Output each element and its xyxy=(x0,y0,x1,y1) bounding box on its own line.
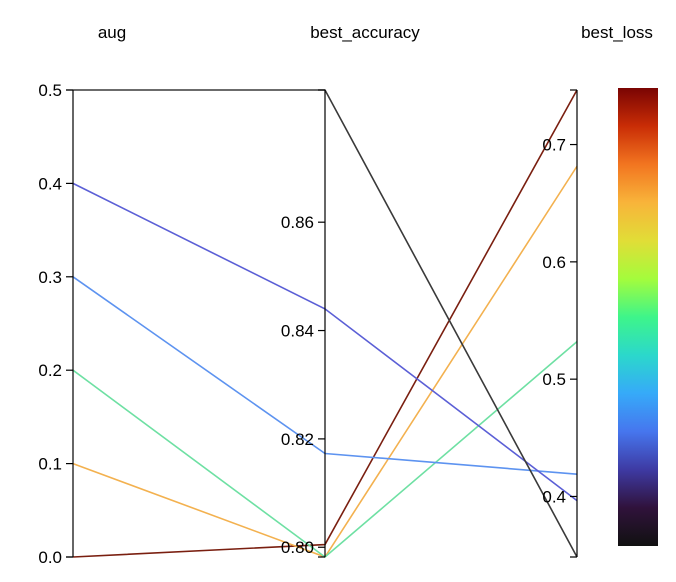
titles-layer: aug best_accuracy best_loss xyxy=(98,23,653,42)
tick-label-best_loss-1: 0.5 xyxy=(542,370,566,389)
tick-label-aug-2: 0.2 xyxy=(38,361,62,380)
tick-label-best_accuracy-2: 0.84 xyxy=(281,322,314,341)
tick-label-best_accuracy-0: 0.80 xyxy=(281,538,314,557)
axis-title-best_loss: best_loss xyxy=(581,23,653,42)
colorbar xyxy=(618,88,658,546)
tick-label-aug-5: 0.5 xyxy=(38,81,62,100)
axes-layer: 0.0 0.1 0.2 0.3 0.4 0.5 0.80 0.82 0.84 0.86 0.4 0.5… xyxy=(38,81,578,567)
tick-label-best_accuracy-1: 0.82 xyxy=(281,430,314,449)
tick-label-best_accuracy-3: 0.86 xyxy=(281,213,314,232)
axis-title-aug: aug xyxy=(98,23,126,42)
axis-title-best_accuracy: best_accuracy xyxy=(310,23,420,42)
tick-label-best_loss-3: 0.7 xyxy=(542,136,566,155)
tick-label-best_loss-0: 0.4 xyxy=(542,487,566,506)
tick-label-aug-3: 0.3 xyxy=(38,268,62,287)
tick-label-aug-0: 0.0 xyxy=(38,548,62,567)
tick-label-aug-4: 0.4 xyxy=(38,174,62,193)
tick-label-aug-1: 0.1 xyxy=(38,455,62,474)
tick-label-best_loss-2: 0.6 xyxy=(542,253,566,272)
